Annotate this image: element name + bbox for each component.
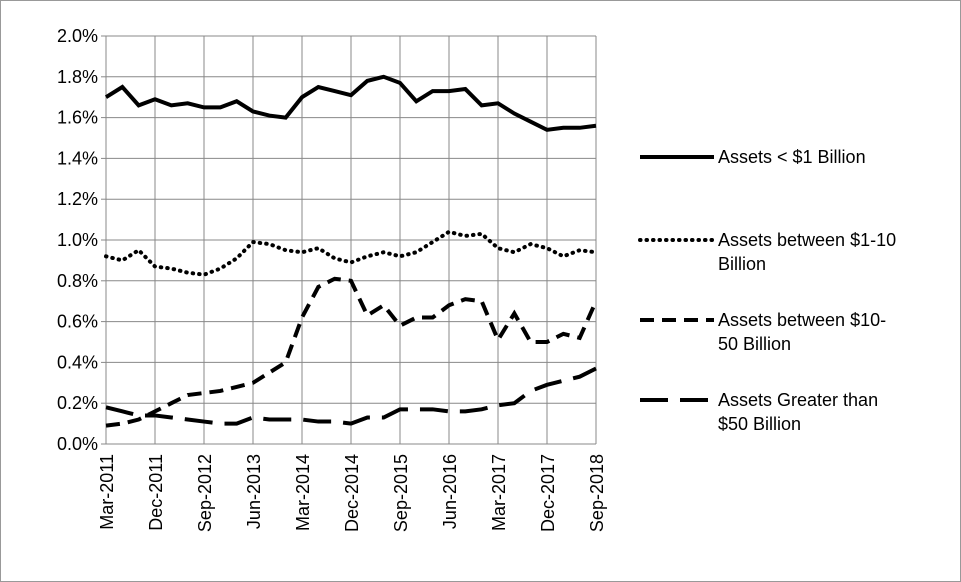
x-tick-label: Dec-2014 (342, 454, 362, 532)
x-tick-label: Jun-2013 (244, 454, 264, 529)
legend-label: Assets Greater than $50 Billion (718, 390, 879, 434)
legend-label: Assets < $1 Billion (718, 147, 866, 167)
x-tick-label: Sep-2018 (587, 454, 607, 532)
series-line (105, 276, 598, 428)
x-tick-label: Jun-2016 (440, 454, 460, 529)
x-tick-label: Sep-2012 (195, 454, 215, 532)
x-tick-label: Mar-2014 (293, 454, 313, 531)
legend-label: Assets between $1-10 Billion (718, 230, 897, 274)
y-tick-label: 1.0% (57, 230, 98, 250)
series-line (104, 229, 598, 277)
x-tick-label: Mar-2017 (489, 454, 509, 531)
x-tick-label: Mar-2011 (97, 454, 117, 530)
legend-label: Assets between $10-50 Billion (718, 310, 887, 354)
y-tick-label: 0.0% (57, 434, 98, 454)
y-tick-label: 1.4% (57, 148, 98, 168)
y-tick-label: 0.8% (57, 271, 98, 291)
y-tick-label: 1.6% (57, 108, 98, 128)
y-tick-label: 1.2% (57, 189, 98, 209)
y-tick-label: 2.0% (57, 26, 98, 46)
y-tick-label: 0.2% (57, 393, 98, 413)
y-tick-label: 0.6% (57, 312, 98, 332)
x-tick-label: Dec-2011 (146, 454, 166, 531)
series-line (105, 366, 597, 426)
series-line (104, 74, 597, 132)
y-tick-label: 0.4% (57, 352, 98, 372)
y-tick-label: 1.8% (57, 67, 98, 87)
x-tick-label: Dec-2017 (538, 454, 558, 532)
x-tick-label: Sep-2015 (391, 454, 411, 532)
